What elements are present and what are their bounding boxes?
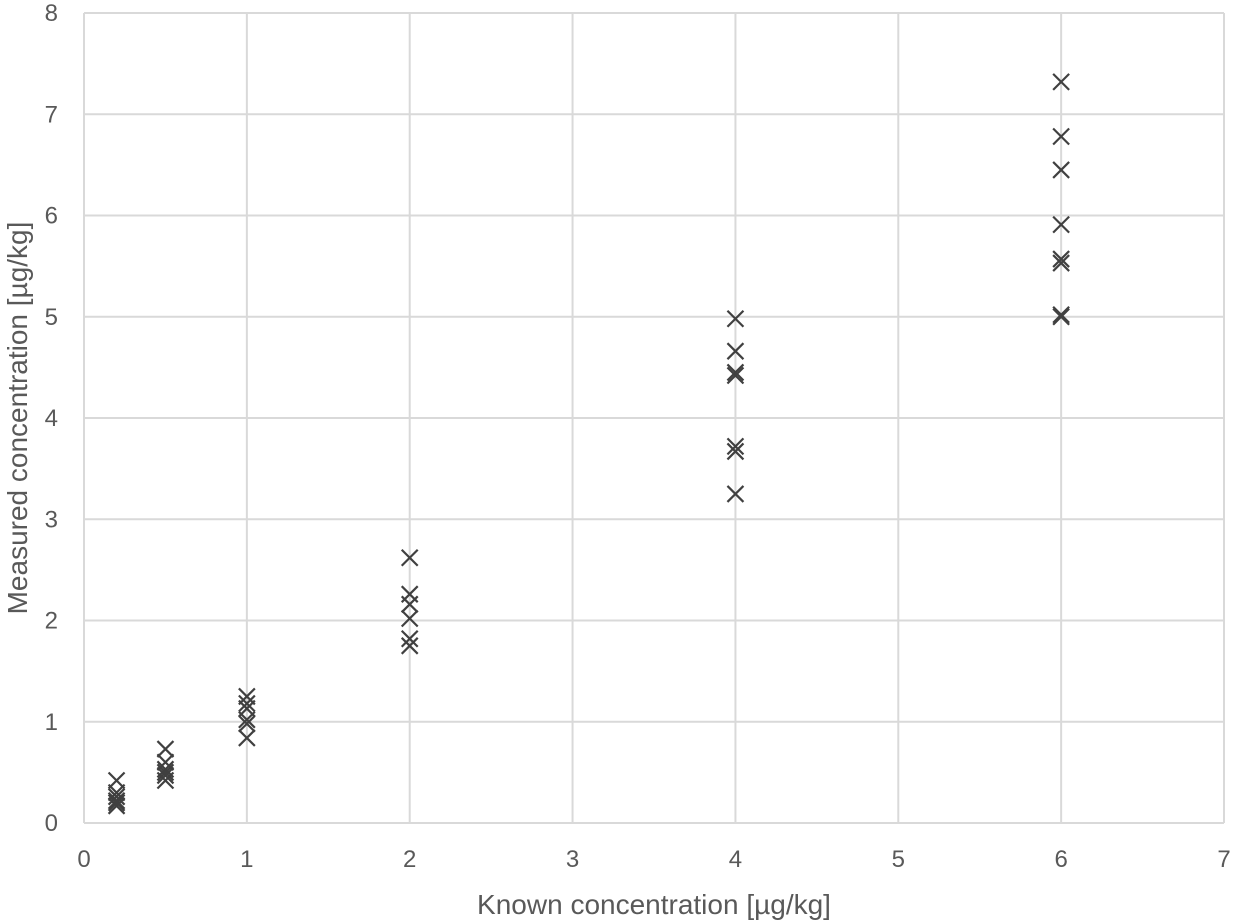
x-axis-title: Known concentration [µg/kg] — [477, 889, 831, 920]
y-tick-label: 8 — [45, 0, 58, 27]
data-point-marker — [1052, 161, 1070, 179]
data-point-marker — [156, 766, 175, 785]
data-point-marker — [726, 309, 745, 328]
data-points — [107, 73, 1070, 815]
data-point-marker — [238, 710, 256, 729]
y-tick-label: 1 — [45, 709, 58, 736]
data-point-marker — [400, 548, 419, 567]
y-tick-label: 7 — [45, 101, 58, 128]
data-point-marker — [726, 342, 745, 360]
data-point-marker — [400, 629, 419, 648]
data-point-marker — [156, 763, 175, 782]
data-point-marker — [726, 366, 745, 385]
data-point-marker — [107, 793, 126, 812]
x-tick-label: 7 — [1217, 846, 1230, 873]
data-point-marker — [400, 637, 419, 655]
y-tick-label: 0 — [45, 810, 58, 837]
y-axis-tick-labels: 0 1 2 3 4 5 6 7 8 — [45, 0, 58, 837]
data-point-marker — [107, 791, 126, 810]
data-point-marker — [107, 797, 126, 815]
data-point-marker — [726, 485, 745, 503]
x-tick-label: 6 — [1054, 846, 1067, 873]
y-axis-title: Measured concentration [µg/kg] — [2, 222, 33, 615]
data-point-marker — [1052, 73, 1070, 91]
data-point-marker — [156, 740, 175, 758]
data-point-marker — [726, 442, 745, 461]
x-tick-label: 3 — [566, 846, 579, 873]
x-tick-label: 2 — [403, 846, 416, 873]
data-point-marker — [400, 609, 419, 628]
x-tick-label: 1 — [240, 846, 253, 873]
data-point-marker — [1052, 127, 1070, 146]
data-point-marker — [1052, 307, 1070, 326]
horizontal-gridlines — [84, 12, 1224, 824]
data-point-marker — [1052, 215, 1070, 234]
x-tick-label: 0 — [77, 846, 90, 873]
data-point-marker — [400, 595, 419, 614]
data-point-marker — [1052, 305, 1070, 324]
x-axis-tick-labels: 0 1 2 3 4 5 6 7 — [77, 846, 1230, 873]
y-tick-label: 3 — [45, 506, 58, 533]
data-point-marker — [726, 437, 745, 456]
x-tick-label: 4 — [729, 846, 742, 873]
data-point-marker — [156, 771, 175, 790]
y-tick-label: 6 — [45, 203, 58, 230]
y-tick-label: 2 — [45, 608, 58, 635]
y-tick-label: 5 — [45, 304, 58, 331]
data-point-marker — [726, 363, 745, 382]
data-point-marker — [238, 714, 256, 733]
data-point-marker — [1052, 250, 1070, 268]
data-point-marker — [1052, 254, 1070, 272]
y-tick-label: 4 — [45, 405, 58, 432]
data-point-marker — [238, 729, 256, 747]
x-tick-label: 5 — [892, 846, 905, 873]
data-point-marker — [238, 694, 256, 713]
